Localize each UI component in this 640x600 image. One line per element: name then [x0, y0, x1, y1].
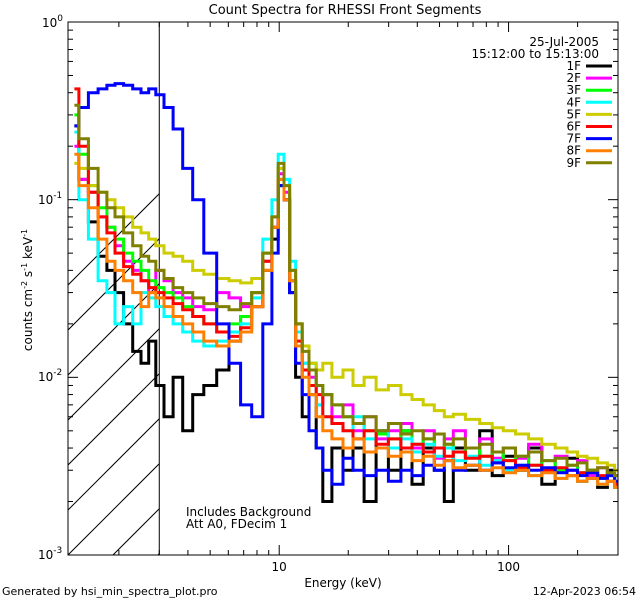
axis-ticks — [68, 21, 619, 556]
annotation-attenuator: Att A0, FDecim 1 — [186, 517, 287, 531]
y-axis-label: counts cm-2 s-1 keV-1 — [20, 229, 35, 351]
legend-label-1F: 1F — [566, 59, 581, 73]
y-tick-label-1e-2: 10-2 — [38, 368, 62, 384]
hatch-line — [68, 328, 160, 421]
x-tick-label-100: 100 — [497, 560, 520, 574]
y-tick-label-1e-3: 10-3 — [38, 546, 62, 562]
y-tick-label-1e-1: 10-1 — [38, 191, 62, 207]
series-9F — [74, 103, 618, 478]
legend-label-5F: 5F — [566, 107, 581, 121]
y-tick-label-1e0: 100 — [42, 14, 63, 30]
legend-label-8F: 8F — [566, 144, 581, 158]
legend-label-7F: 7F — [566, 132, 581, 146]
background-hatched-region — [68, 193, 160, 555]
series-8F — [74, 152, 618, 489]
series-group — [74, 82, 618, 503]
legend-label-3F: 3F — [566, 83, 581, 97]
hatch-line — [68, 238, 160, 331]
legend-label-2F: 2F — [566, 71, 581, 85]
series-7F — [74, 82, 618, 486]
hatch-line — [68, 283, 160, 376]
x-tick-label-10: 10 — [272, 560, 287, 574]
series-4F — [74, 130, 618, 489]
legend-label-9F: 9F — [566, 156, 581, 170]
chart-title: Count Spectra for RHESSI Front Segments — [209, 3, 482, 18]
hatch-line — [68, 463, 160, 555]
date-label: 25-Jul-2005 — [529, 35, 599, 49]
hatch-line — [68, 373, 160, 466]
time-range-label: 15:12:00 to 15:13:00 — [472, 47, 599, 61]
series-6F — [74, 87, 618, 486]
hatch-line — [68, 418, 160, 511]
annotation-background: Includes Background — [186, 505, 311, 519]
legend-label-4F: 4F — [566, 95, 581, 109]
series-5F — [74, 161, 618, 472]
footer-generated-by: Generated by hsi_min_spectra_plot.pro — [2, 585, 218, 598]
legend-label-6F: 6F — [566, 120, 581, 134]
plot-frame — [67, 21, 619, 556]
x-axis-label: Energy (keV) — [304, 576, 381, 590]
footer-timestamp: 12-Apr-2023 06:54 — [533, 585, 636, 598]
